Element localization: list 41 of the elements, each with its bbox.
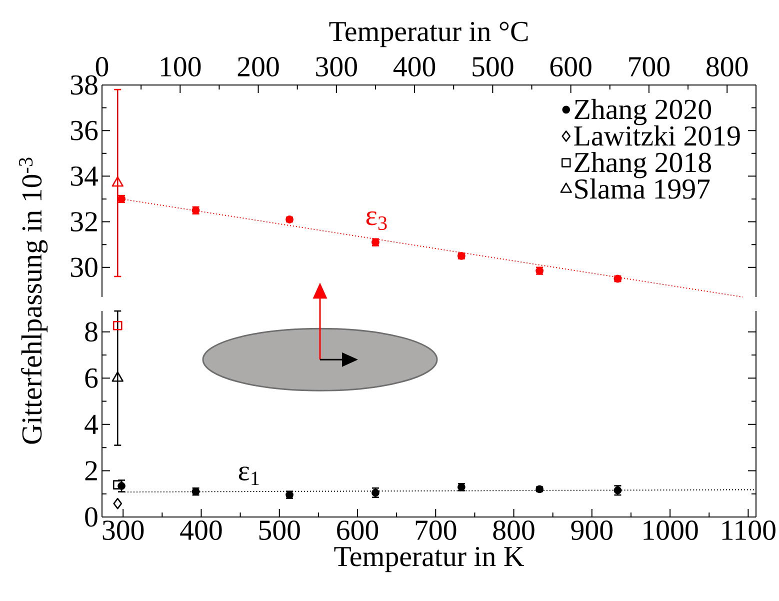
y-tick-label: 0	[85, 507, 98, 527]
x-tick-label: 800	[493, 520, 534, 540]
y-tick-label: 34	[70, 166, 98, 186]
x-tick-label: 1100	[722, 520, 776, 540]
x2-tick-label: 400	[393, 56, 436, 76]
x-tick-label: 300	[102, 520, 144, 540]
point	[112, 320, 122, 330]
legend-label: Lawitzki 2019	[574, 125, 740, 146]
x-tick-label: 900	[571, 520, 612, 540]
y-tick-label: 6	[85, 368, 98, 388]
x2-tick-label: 500	[472, 56, 514, 76]
x2-tick-label: 600	[550, 56, 592, 76]
point	[112, 371, 124, 382]
x2-tick-label: 100	[161, 56, 201, 76]
point	[112, 480, 122, 490]
annotation: ε$_{3}$	[366, 211, 387, 230]
x2-tick-label: 800	[706, 56, 748, 76]
x2-tick-label: 700	[629, 56, 670, 76]
legend-label: Slama 1997	[575, 178, 710, 199]
y-tick-label: 38	[70, 75, 98, 95]
x-tick-label: 500	[259, 520, 300, 540]
y-tick-label: 32	[70, 212, 97, 232]
annotation: ε$_{1}$	[238, 466, 259, 486]
y-tick-label: 4	[84, 414, 98, 434]
x-tick-label: 600	[337, 520, 378, 540]
x-tick-label: 1000	[644, 520, 698, 540]
y-tick-label: 30	[70, 258, 98, 278]
y-tick-label: 2	[85, 461, 97, 480]
x-axis-title: Temperatur in K	[334, 546, 524, 572]
x-tick-label: 700	[416, 520, 456, 540]
legend-label: Zhang 2018	[574, 152, 712, 178]
y-tick-label: 36	[70, 120, 98, 140]
x2-axis-title: Temperatur in °C	[329, 22, 528, 48]
legend-label: Zhang 2020	[574, 98, 712, 126]
x2-tick-label: 200	[238, 56, 279, 76]
point	[113, 498, 122, 510]
y-axis-title: Gitterfehlpassung in 10$^{-3}$	[19, 158, 48, 444]
y-tick-label: 8	[85, 322, 98, 342]
x-tick-label: 400	[180, 520, 222, 540]
x2-tick-label: 300	[316, 56, 357, 76]
point	[112, 176, 124, 187]
